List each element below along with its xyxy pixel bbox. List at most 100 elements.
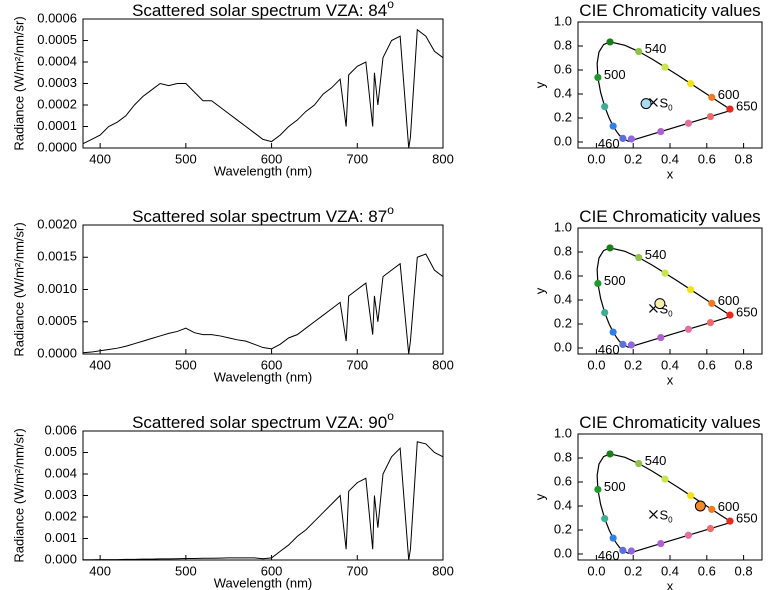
y-tick-label: 0.2 <box>554 315 572 330</box>
y-tick-label: 0.000 <box>44 551 77 566</box>
chart-title: CIE Chromaticity values <box>579 207 760 226</box>
spectrum-line <box>83 441 444 561</box>
wavelength-point <box>708 299 716 307</box>
y-tick-label: 0.0005 <box>37 32 77 47</box>
wavelength-label: 650 <box>736 99 758 114</box>
x-tick-label: 600 <box>261 151 283 166</box>
wavelength-point <box>619 340 627 348</box>
wavelength-label: 540 <box>645 247 667 262</box>
y-tick-label: 0.0015 <box>37 249 77 264</box>
spectrum-line <box>82 253 444 355</box>
wavelength-label: 600 <box>718 87 740 102</box>
x-tick-label: 400 <box>89 357 111 372</box>
x-tick-label: 800 <box>432 151 454 166</box>
wavelength-label: 650 <box>736 305 758 320</box>
wavelength-label: 500 <box>604 273 626 288</box>
wavelength-point <box>601 103 609 111</box>
x-tick-label: 0.4 <box>661 563 679 578</box>
y-tick-label: 0.006 <box>44 422 77 437</box>
wavelength-label: 540 <box>645 453 667 468</box>
wavelength-point <box>657 127 665 136</box>
wavelength-point <box>619 134 627 142</box>
wavelength-label: 460 <box>598 548 620 563</box>
y-tick-label: 0.0004 <box>37 53 77 68</box>
y-tick-label: 0.0000 <box>37 345 77 360</box>
wavelength-label: 600 <box>718 293 740 308</box>
x-axis-label: Wavelength (nm) <box>214 163 313 178</box>
wavelength-point <box>601 515 609 523</box>
result-point <box>640 98 652 110</box>
y-tick-label: 1.0 <box>554 219 572 234</box>
spectral-locus <box>596 453 734 554</box>
y-tick-label: 0.0002 <box>37 96 77 111</box>
plot-frame <box>82 430 444 561</box>
x-tick-label: 400 <box>89 151 111 166</box>
y-tick-label: 0.0005 <box>37 313 77 328</box>
x-axis-label: x <box>667 372 674 387</box>
wavelength-point <box>661 63 669 71</box>
wavelength-point <box>706 318 715 327</box>
wavelength-point <box>635 253 643 262</box>
y-tick-label: 0.2 <box>554 109 572 124</box>
x-tick-label: 0.0 <box>587 563 605 578</box>
plot-frame <box>82 18 444 149</box>
x-axis-label: Wavelength (nm) <box>214 369 313 384</box>
wavelength-point <box>708 505 716 513</box>
y-tick-label: 0.003 <box>44 487 77 502</box>
wavelength-point <box>635 459 643 468</box>
white-point-label-main: S <box>659 96 668 111</box>
spectrum-line <box>82 28 444 149</box>
x-tick-label: 0.8 <box>735 563 753 578</box>
wavelength-point <box>726 311 734 319</box>
x-tick-label: 800 <box>432 563 454 578</box>
y-tick-label: 0.0003 <box>37 75 77 90</box>
panel: CIE Chromaticity values 0.0 0.2 0.4 0.6 0.8 0.… <box>532 207 763 387</box>
wavelength-label: 460 <box>598 342 620 357</box>
y-tick-label: 1.0 <box>554 13 572 28</box>
x-tick-label: 0.0 <box>587 151 605 166</box>
x-tick-label: 0.6 <box>698 357 716 372</box>
wavelength-point <box>726 105 734 113</box>
title-text: Scattered solar spectrum VZA: 84 <box>132 1 387 20</box>
wavelength-point <box>606 38 614 46</box>
white-point-label-sub: 0 <box>668 104 673 113</box>
x-tick-label: 0.2 <box>624 151 642 166</box>
chart-title: CIE Chromaticity values <box>579 413 760 432</box>
y-tick-label: 0.002 <box>44 508 77 523</box>
wavelength-point <box>661 269 669 277</box>
white-point <box>649 509 658 519</box>
y-tick-label: 1.0 <box>554 425 572 440</box>
x-tick-label: 500 <box>175 357 197 372</box>
y-tick-label: 0.2 <box>554 521 572 536</box>
wavelength-point <box>601 309 609 317</box>
y-axis-label: Radiance (W/m²/nm/sr) <box>11 222 26 356</box>
y-tick-label: 0.004 <box>44 465 77 480</box>
result-point <box>694 500 706 512</box>
wavelength-label: 460 <box>598 136 620 151</box>
x-tick-label: 700 <box>346 563 368 578</box>
spectral-locus <box>596 247 734 348</box>
x-tick-label: 800 <box>432 357 454 372</box>
y-tick-label: 0.0006 <box>37 10 77 25</box>
panel: Scattered solar spectrum VZA: 87o 400 500 6… <box>11 203 453 384</box>
y-tick-label: 0.4 <box>554 291 572 306</box>
x-tick-label: 600 <box>261 357 283 372</box>
y-tick-label: 0.6 <box>554 473 572 488</box>
wavelength-point <box>684 325 693 333</box>
y-tick-label: 0.0 <box>554 133 572 148</box>
title-text: Scattered solar spectrum VZA: 87 <box>132 207 387 226</box>
white-point-label-main: S <box>659 508 668 523</box>
wavelength-point <box>594 73 602 82</box>
panel: Scattered solar spectrum VZA: 90o 400 500 6… <box>11 409 453 590</box>
y-tick-label: 0.0 <box>554 339 572 354</box>
x-tick-label: 0.6 <box>698 563 716 578</box>
x-tick-label: 400 <box>89 563 111 578</box>
title-text: Scattered solar spectrum VZA: 90 <box>132 413 387 432</box>
y-tick-label: 0.001 <box>44 530 77 545</box>
y-axis-label: y <box>532 493 547 500</box>
x-tick-label: 700 <box>346 357 368 372</box>
x-tick-label: 0.4 <box>661 357 679 372</box>
wavelength-point <box>606 450 614 458</box>
white-point-label-main: S <box>659 302 668 317</box>
spectral-locus <box>596 41 734 142</box>
